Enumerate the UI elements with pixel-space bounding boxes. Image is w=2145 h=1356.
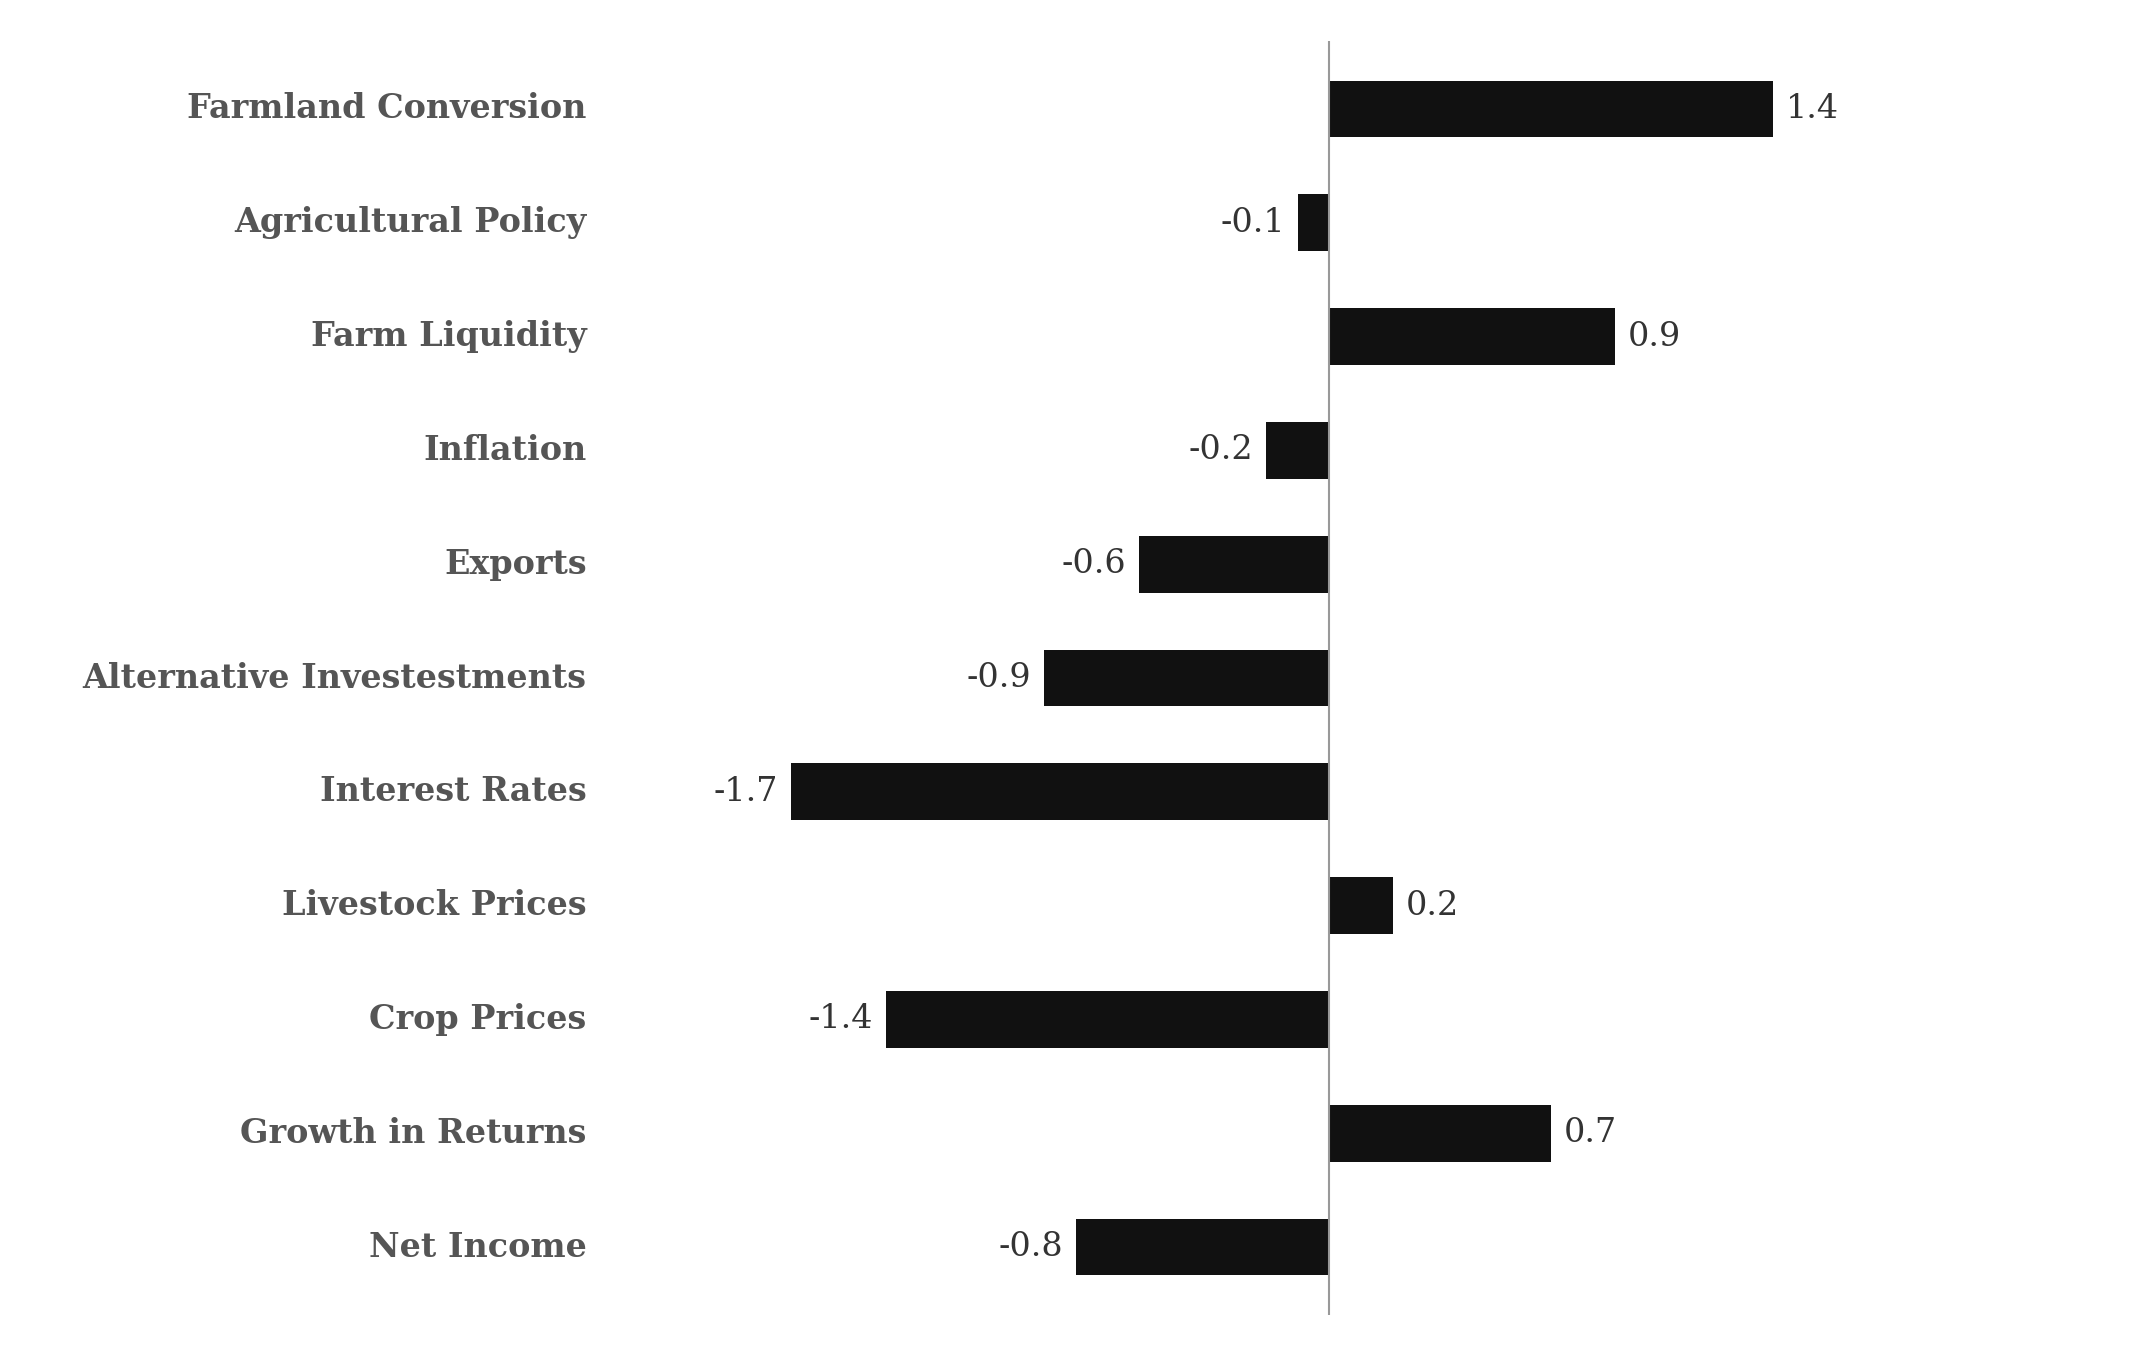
Bar — [1298, 194, 1330, 251]
Bar — [1266, 422, 1330, 479]
Text: Livestock Prices: Livestock Prices — [281, 890, 588, 922]
Bar — [792, 763, 1330, 820]
Text: Alternative Investestments: Alternative Investestments — [84, 662, 588, 694]
Text: Crop Prices: Crop Prices — [369, 1003, 588, 1036]
Text: -0.2: -0.2 — [1188, 434, 1253, 466]
Text: -1.7: -1.7 — [714, 776, 779, 808]
Text: -1.4: -1.4 — [809, 1003, 873, 1036]
Bar — [886, 991, 1330, 1048]
Text: Net Income: Net Income — [369, 1230, 588, 1264]
Text: 0.2: 0.2 — [1405, 890, 1459, 922]
Text: -0.1: -0.1 — [1221, 206, 1285, 239]
Text: Growth in Returns: Growth in Returns — [240, 1117, 588, 1150]
Text: Farm Liquidity: Farm Liquidity — [311, 320, 588, 353]
Text: -0.9: -0.9 — [967, 662, 1032, 694]
Text: Interest Rates: Interest Rates — [320, 776, 588, 808]
Bar — [1330, 877, 1392, 934]
Text: 0.9: 0.9 — [1628, 320, 1680, 353]
Text: Exports: Exports — [444, 548, 588, 580]
Text: -0.8: -0.8 — [1000, 1231, 1064, 1262]
Text: -0.6: -0.6 — [1062, 548, 1126, 580]
Text: Agricultural Policy: Agricultural Policy — [234, 206, 588, 239]
Text: 0.7: 0.7 — [1564, 1117, 1617, 1150]
Text: Farmland Conversion: Farmland Conversion — [187, 92, 588, 126]
Bar — [1045, 650, 1330, 706]
Text: 1.4: 1.4 — [1785, 94, 1838, 125]
Bar — [1139, 536, 1330, 593]
Bar — [1330, 308, 1615, 365]
Text: Inflation: Inflation — [423, 434, 588, 466]
Bar — [1077, 1219, 1330, 1276]
Bar — [1330, 1105, 1551, 1162]
Bar — [1330, 80, 1774, 137]
